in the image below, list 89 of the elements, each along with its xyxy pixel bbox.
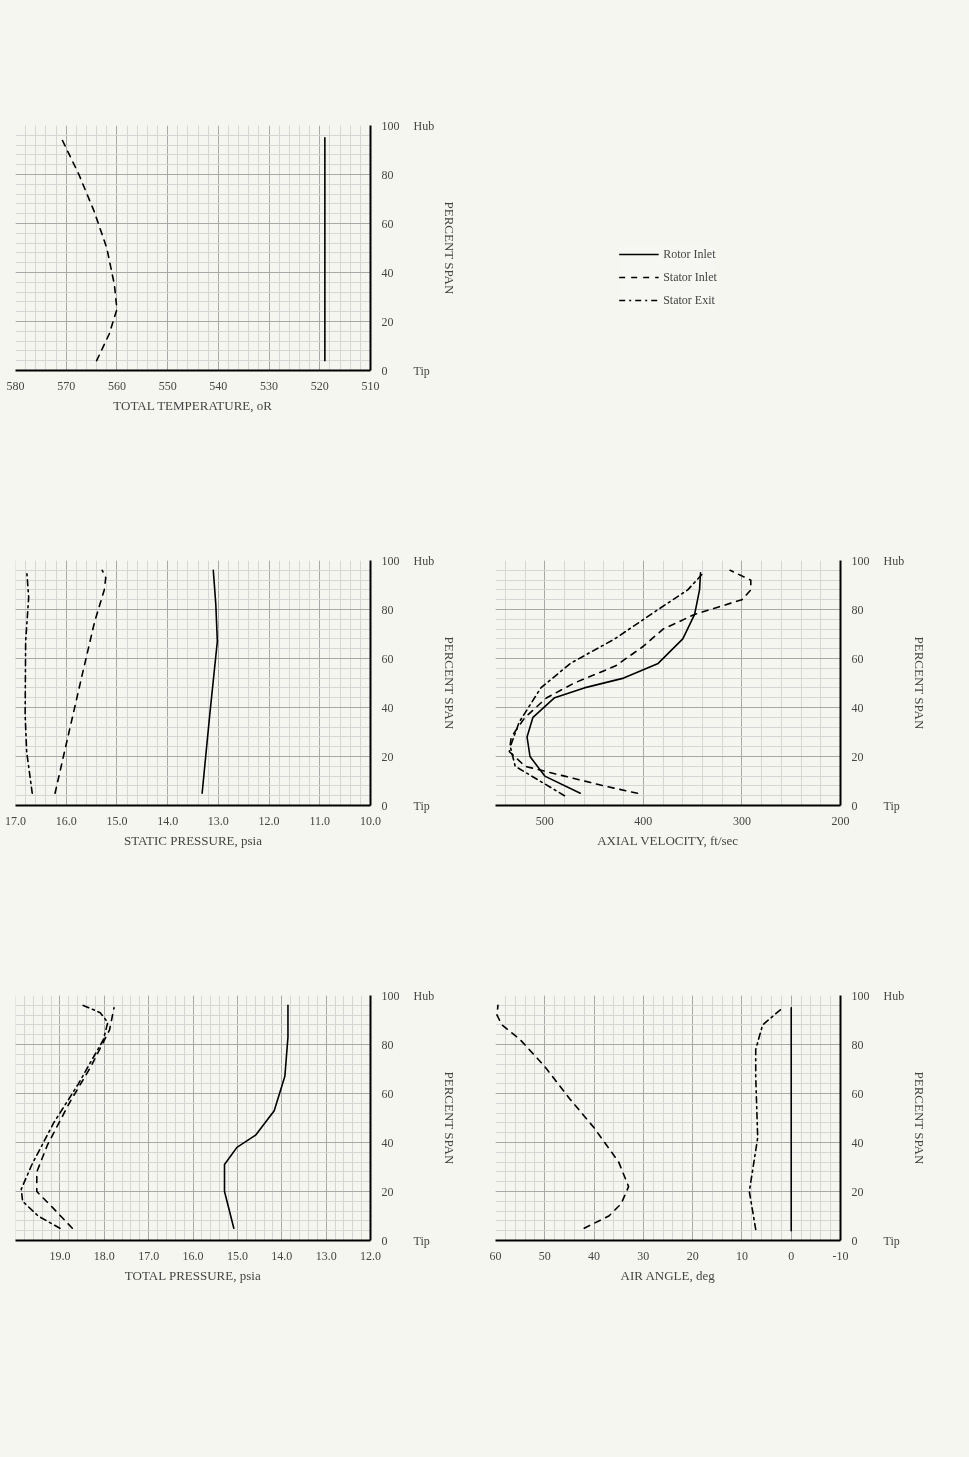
y-tick-label: 20 (851, 1184, 864, 1199)
text: Tip (883, 798, 900, 813)
x-tick-label: 200 (831, 813, 850, 828)
legend-label: Rotor Inlet (663, 246, 716, 262)
y-tick-label: 60 (851, 1086, 864, 1101)
x-tick-label: 12.0 (360, 1248, 381, 1263)
y-tick-label: 80 (381, 167, 394, 182)
x-tick-label: 14.0 (157, 813, 179, 828)
text: Tip (413, 363, 430, 378)
x-tick-label: 560 (107, 378, 126, 393)
y-tick-label: 40 (381, 1135, 394, 1150)
x-tick-label: 17.0 (5, 813, 26, 828)
x-tick-label: 13.0 (315, 1248, 337, 1263)
x-tick-label: 570 (57, 378, 76, 393)
y-tick-label: 60 (381, 651, 394, 666)
x-tick-label: 40 (588, 1248, 601, 1263)
x-tick-label: 50 (538, 1248, 551, 1263)
y-tick-label: 40 (381, 265, 394, 280)
y-tick-label: 80 (381, 602, 394, 617)
x-tick-label: 16.0 (182, 1248, 204, 1263)
x-tick-label: 10.0 (360, 813, 381, 828)
y-tick-label: 100 (851, 988, 870, 1003)
x-tick-label: 500 (535, 813, 554, 828)
y-tick-label: 80 (851, 602, 864, 617)
y-tick-label: 60 (381, 1086, 394, 1101)
x-tick-label: 15.0 (106, 813, 128, 828)
y-tick-label: 20 (851, 749, 864, 764)
x-tick-label: 18.0 (93, 1248, 115, 1263)
legend-label: Stator Exit (663, 292, 715, 308)
x-tick-label: 550 (158, 378, 177, 393)
y-tick-label: 0 (381, 1233, 388, 1248)
text: Hub (413, 988, 435, 1003)
y-tick-label: 0 (851, 798, 858, 813)
y-axis-title: PERCENT SPAN (912, 1071, 928, 1165)
x-axis-title: AIR ANGLE, deg (620, 1267, 716, 1283)
y-tick-label: 60 (381, 216, 394, 231)
y-tick-label: 100 (381, 118, 400, 133)
text: Hub (413, 553, 435, 568)
x-tick-label: 540 (209, 378, 228, 393)
x-axis-title: TOTAL TEMPERATURE, oR (113, 397, 273, 413)
x-axis-title: AXIAL VELOCITY, ft/sec (597, 832, 739, 848)
y-tick-label: 0 (851, 1233, 858, 1248)
y-tick-label: 20 (381, 749, 394, 764)
x-tick-label: 13.0 (207, 813, 229, 828)
text: Tip (883, 1233, 900, 1248)
y-tick-label: 100 (851, 553, 870, 568)
y-tick-label: 40 (851, 1135, 864, 1150)
x-tick-label: 0 (788, 1248, 795, 1263)
x-tick-label: 580 (6, 378, 25, 393)
x-tick-label: 15.0 (226, 1248, 248, 1263)
x-tick-label: 20 (686, 1248, 699, 1263)
y-tick-label: 60 (851, 651, 864, 666)
x-tick-label: 12.0 (258, 813, 280, 828)
x-tick-label: 510 (361, 378, 380, 393)
text: Hub (883, 988, 905, 1003)
y-tick-label: 0 (381, 363, 388, 378)
y-tick-label: 40 (851, 700, 864, 715)
y-tick-label: 100 (381, 988, 400, 1003)
x-tick-label: 300 (732, 813, 751, 828)
x-tick-label: -10 (832, 1248, 849, 1263)
x-tick-label: 11.0 (309, 813, 331, 828)
y-tick-label: 20 (381, 1184, 394, 1199)
x-tick-label: 400 (634, 813, 653, 828)
x-tick-label: 16.0 (55, 813, 77, 828)
text: Tip (413, 798, 430, 813)
text: Hub (883, 553, 905, 568)
y-axis-title: PERCENT SPAN (442, 201, 458, 295)
x-tick-label: 30 (637, 1248, 650, 1263)
legend-label: Stator Inlet (663, 269, 717, 285)
x-axis-title: STATIC PRESSURE, psia (123, 832, 263, 848)
text: Hub (413, 118, 435, 133)
y-axis-title: PERCENT SPAN (442, 636, 458, 730)
y-tick-label: 0 (381, 798, 388, 813)
x-axis-title: TOTAL PRESSURE, psia (124, 1267, 261, 1283)
y-tick-label: 80 (851, 1037, 864, 1052)
x-tick-label: 17.0 (138, 1248, 160, 1263)
x-tick-label: 530 (260, 378, 279, 393)
x-tick-label: 10 (735, 1248, 748, 1263)
x-tick-label: 520 (310, 378, 329, 393)
x-tick-label: 19.0 (49, 1248, 71, 1263)
x-tick-label: 60 (489, 1248, 502, 1263)
y-axis-title: PERCENT SPAN (442, 1071, 458, 1165)
y-tick-label: 80 (381, 1037, 394, 1052)
y-tick-label: 100 (381, 553, 400, 568)
text: Tip (413, 1233, 430, 1248)
y-tick-label: 40 (381, 700, 394, 715)
y-axis-title: PERCENT SPAN (912, 636, 928, 730)
y-tick-label: 20 (381, 314, 394, 329)
x-tick-label: 14.0 (271, 1248, 293, 1263)
